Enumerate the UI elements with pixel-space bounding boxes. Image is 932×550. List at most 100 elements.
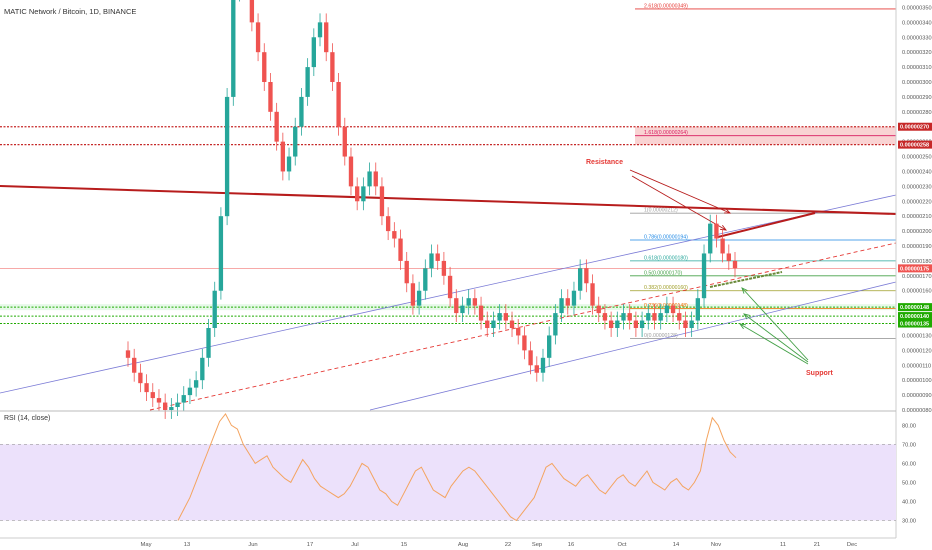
candle-body	[212, 290, 217, 328]
candle-body	[268, 82, 273, 112]
fib-level-label: 2.618(0.00000349)	[644, 3, 688, 9]
candle-body	[516, 328, 521, 336]
candle-body	[125, 350, 131, 358]
rsi-band	[0, 444, 896, 521]
candle-body	[615, 320, 620, 328]
y-tick-label: 0.00000230	[902, 184, 932, 190]
candle-body	[367, 171, 372, 187]
resistance-arrow-2	[631, 175, 727, 231]
candle-body	[577, 268, 583, 291]
x-tick-label: Oct	[617, 542, 626, 548]
price-tag-label: 0.00000135	[900, 322, 929, 328]
candle-body	[447, 275, 453, 299]
candle-body	[596, 305, 601, 314]
candle-body	[311, 37, 316, 68]
rsi-tick-label: 60.00	[902, 461, 916, 467]
candle-body	[503, 313, 508, 321]
y-tick-label: 0.00000170	[902, 274, 932, 280]
candle-body	[485, 320, 490, 328]
rsi-title: RSI (14, close)	[4, 415, 50, 422]
candle-body	[324, 22, 329, 53]
x-tick-label: May	[141, 542, 152, 548]
candle-body	[522, 335, 527, 351]
price-tag-box	[898, 122, 932, 131]
candle-body	[330, 52, 335, 82]
y-tick-label: 0.00000100	[902, 378, 932, 384]
candle-body	[627, 313, 632, 321]
y-tick-label: 0.00000110	[902, 363, 931, 369]
y-tick-label: 0.00000350	[902, 5, 932, 11]
candle-body	[429, 253, 434, 269]
candle-body	[726, 253, 731, 261]
candle-body	[714, 223, 719, 239]
price-tag-box	[898, 319, 932, 328]
support-arrow-1	[741, 287, 809, 361]
x-tick-label: Nov	[711, 542, 721, 548]
short-support-line	[709, 271, 783, 288]
x-tick-label: 15	[401, 542, 407, 548]
candle-body	[317, 22, 323, 38]
candle-body	[181, 395, 186, 403]
candle-body	[231, 0, 236, 97]
candle-body	[646, 313, 651, 321]
candle-body	[286, 156, 292, 172]
y-tick-label: 0.00000130	[902, 333, 932, 339]
price-tag-box	[898, 264, 932, 273]
support-annotation: Support	[806, 370, 833, 377]
fib-level-label: 0.618(0.00000180)	[644, 255, 688, 261]
rsi-tick-label: 30.00	[902, 518, 916, 524]
candle-body	[602, 313, 608, 321]
support-arrow-2	[743, 313, 809, 363]
y-tick-label: 0.00000210	[902, 214, 932, 220]
candle-body	[342, 126, 347, 157]
candle-body	[193, 380, 199, 388]
support-arrow-3	[739, 323, 809, 365]
candle-body	[156, 398, 162, 403]
x-tick-label: Dec	[847, 542, 857, 548]
short-resistance-line	[717, 212, 816, 238]
x-tick-label: 11	[780, 542, 786, 548]
candle-body	[559, 298, 564, 314]
resistance-trend-line	[0, 185, 897, 215]
y-tick-label: 0.00000280	[902, 110, 932, 116]
candle-body	[361, 186, 366, 202]
candle-body	[200, 357, 205, 381]
resistance-arrow-1-head	[723, 208, 732, 214]
candle-body	[293, 126, 298, 157]
price-tag-label: 0.00000148	[900, 305, 929, 311]
y-tick-label: 0.00000190	[902, 244, 932, 250]
candle-body	[528, 350, 533, 366]
y-tick-label: 0.00000090	[902, 393, 932, 399]
price-tag-label: 0.00000258	[900, 143, 929, 149]
candle-body	[423, 268, 428, 291]
candle-body	[497, 313, 502, 321]
candle-body	[683, 320, 688, 328]
candle-body	[664, 305, 670, 314]
candle-body	[534, 365, 539, 373]
y-tick-label: 0.00000290	[902, 95, 932, 101]
candle-body	[299, 96, 304, 127]
fib-level-label: 0.786(0.00000194)	[644, 235, 688, 241]
candle-body	[348, 156, 354, 187]
candle-body	[590, 283, 595, 306]
candle-body	[385, 216, 391, 232]
y-tick-label: 0.00000220	[902, 199, 932, 205]
x-tick-label: 21	[814, 542, 820, 548]
candle-body	[138, 372, 143, 384]
x-tick-label: 16	[568, 542, 574, 548]
rsi-tick-label: 40.00	[902, 499, 916, 505]
candle-body	[132, 357, 137, 373]
price-tag-box	[898, 312, 932, 321]
candle-body	[670, 305, 676, 314]
rsi-tick-label: 80.00	[902, 423, 916, 429]
candle-body	[379, 186, 385, 217]
chart-title: MATIC Network / Bitcoin, 1D, BINANCE	[4, 7, 136, 16]
candle-body	[441, 260, 447, 276]
candle-body	[553, 313, 558, 336]
candle-body	[732, 260, 738, 269]
y-tick-label: 0.00000340	[902, 20, 932, 26]
candle-body	[708, 223, 713, 254]
candle-body	[571, 290, 577, 306]
